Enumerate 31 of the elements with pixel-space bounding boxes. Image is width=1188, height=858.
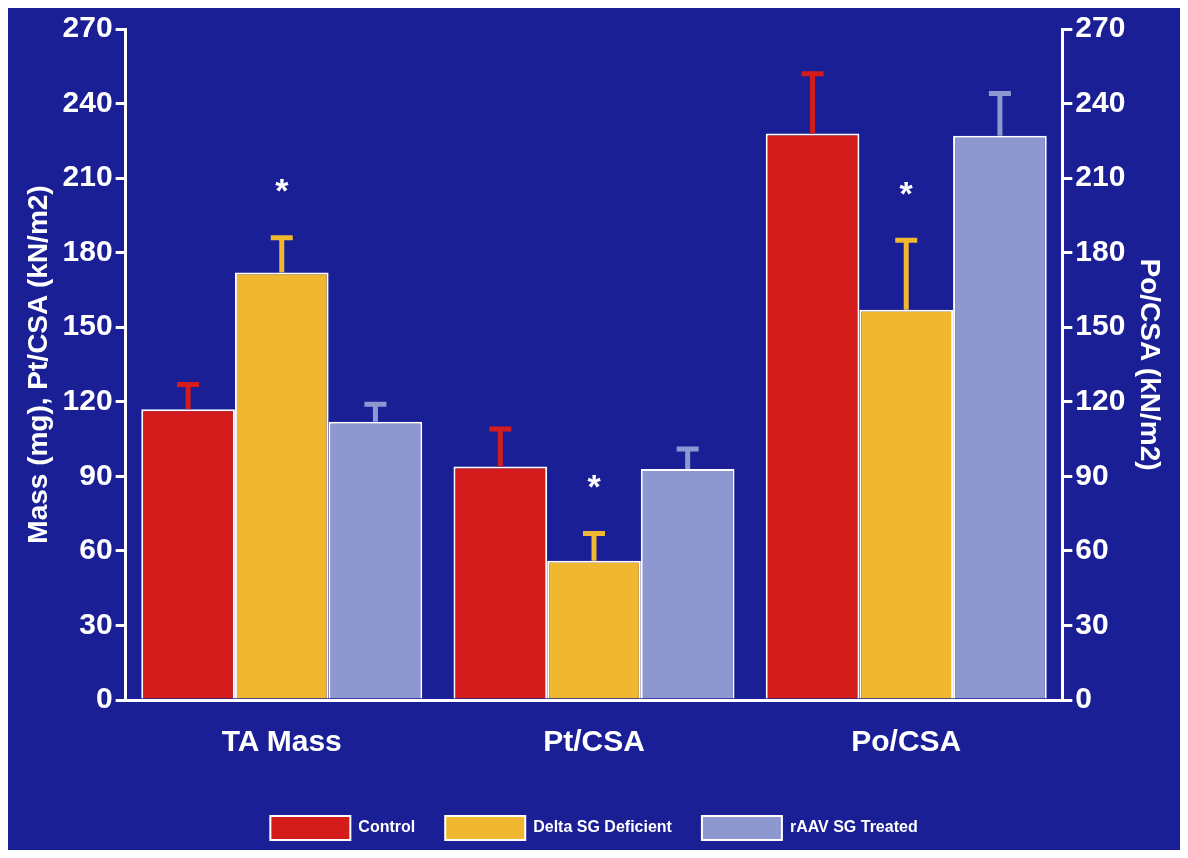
y2-tick-label: 60 — [1075, 532, 1109, 566]
legend-label: Control — [358, 818, 416, 836]
y2-tick-label: 30 — [1075, 606, 1109, 640]
annotation: * — [275, 171, 290, 210]
legend-label: Delta SG Deficient — [533, 818, 673, 836]
legend-label: rAAV SG Treated — [789, 818, 918, 836]
y2-tick-label: 270 — [1075, 10, 1126, 44]
y-axis-title: Mass (mg), Pt/CSA (kN/m2) — [21, 185, 53, 544]
x-tick-label: TA Mass — [221, 724, 342, 758]
y-tick-label: 0 — [95, 681, 113, 715]
y-tick-label: 120 — [62, 383, 113, 417]
x-tick-label: Po/CSA — [851, 724, 962, 758]
y-tick-label: 60 — [79, 532, 113, 566]
annotation: * — [587, 466, 602, 505]
y2-tick-label: 90 — [1075, 457, 1109, 491]
annotation: * — [899, 173, 914, 212]
y-tick-label: 30 — [79, 606, 113, 640]
y-tick-label: 210 — [62, 159, 113, 193]
y-tick-label: 270 — [62, 10, 113, 44]
y2-tick-label: 180 — [1075, 233, 1126, 267]
y2-tick-label: 120 — [1075, 383, 1126, 417]
y-tick-label: 90 — [79, 457, 113, 491]
y2-tick-label: 150 — [1075, 308, 1126, 342]
y-tick-label: 240 — [62, 84, 113, 118]
y2-tick-label: 0 — [1075, 681, 1093, 715]
y2-tick-label: 240 — [1075, 84, 1126, 118]
x-tick-label: Pt/CSA — [543, 724, 645, 758]
y-tick-label: 150 — [62, 308, 113, 342]
y-tick-label: 180 — [62, 233, 113, 267]
y2-axis-title: Po/CSA (kN/m2) — [1135, 258, 1167, 471]
y2-tick-label: 210 — [1075, 159, 1126, 193]
